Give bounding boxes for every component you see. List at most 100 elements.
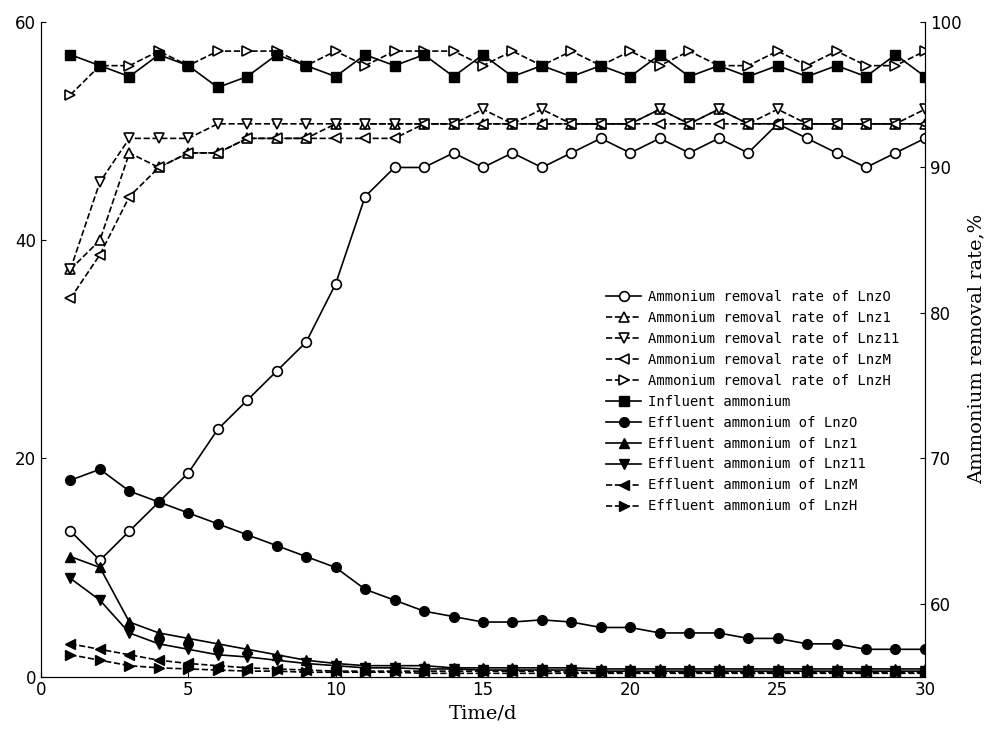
Effluent ammonium of Lnz1 [241,645,253,654]
Effluent ammonium of LnzO [713,629,725,638]
Ammonium removal rate of LnzH [477,61,489,70]
Line: Influent ammonium: Influent ammonium [66,50,930,92]
Ammonium removal rate of LnzM [801,120,813,128]
Ammonium removal rate of Lnz1 [123,148,135,157]
Effluent ammonium of LnzH [801,669,813,677]
Ammonium removal rate of Lnz11 [330,120,342,128]
Ammonium removal rate of Lnz1 [683,120,695,128]
Effluent ammonium of LnzH [683,669,695,677]
Ammonium removal rate of LnzH [919,46,931,55]
Effluent ammonium of Lnz1 [153,629,165,638]
Ammonium removal rate of Lnz11 [624,120,636,128]
Influent ammonium [683,72,695,81]
Effluent ammonium of Lnz11 [742,666,754,675]
Effluent ammonium of LnzO [742,634,754,643]
Effluent ammonium of LnzO [595,623,607,632]
Ammonium removal rate of Lnz1 [506,120,518,128]
Effluent ammonium of Lnz11 [654,666,666,675]
Effluent ammonium of Lnz1 [389,661,401,670]
Effluent ammonium of LnzO [153,497,165,506]
Effluent ammonium of Lnz1 [64,552,76,561]
Ammonium removal rate of LnzO [801,134,813,142]
Ammonium removal rate of Lnz11 [448,120,460,128]
Effluent ammonium of LnzO [448,612,460,621]
Effluent ammonium of LnzO [919,645,931,654]
Ammonium removal rate of LnzH [300,61,312,70]
Influent ammonium [624,72,636,81]
Effluent ammonium of LnzO [889,645,901,654]
Ammonium removal rate of Lnz1 [182,148,194,157]
Effluent ammonium of LnzM [565,668,577,677]
Effluent ammonium of Lnz1 [271,650,283,659]
Influent ammonium [123,72,135,81]
Ammonium removal rate of Lnz11 [654,105,666,114]
Ammonium removal rate of LnzM [683,120,695,128]
Effluent ammonium of LnzH [389,668,401,677]
Effluent ammonium of LnzH [448,669,460,677]
Influent ammonium [182,61,194,70]
Influent ammonium [889,50,901,59]
Line: Effluent ammonium of LnzO: Effluent ammonium of LnzO [66,464,930,654]
Effluent ammonium of Lnz11 [418,664,430,673]
Effluent ammonium of Lnz1 [448,663,460,672]
Effluent ammonium of LnzM [477,666,489,675]
Effluent ammonium of Lnz11 [123,629,135,638]
Effluent ammonium of Lnz1 [477,663,489,672]
Influent ammonium [742,72,754,81]
Ammonium removal rate of LnzH [359,61,371,70]
Effluent ammonium of Lnz1 [595,664,607,673]
Effluent ammonium of Lnz11 [536,666,548,675]
Ammonium removal rate of LnzH [801,61,813,70]
Ammonium removal rate of Lnz11 [182,134,194,142]
Effluent ammonium of LnzM [595,668,607,677]
Effluent ammonium of LnzO [300,552,312,561]
Effluent ammonium of LnzM [860,668,872,677]
Ammonium removal rate of LnzO [330,280,342,289]
Effluent ammonium of LnzH [418,669,430,677]
Effluent ammonium of Lnz11 [241,652,253,661]
Effluent ammonium of LnzM [212,661,224,670]
Effluent ammonium of Lnz1 [742,664,754,673]
Ammonium removal rate of LnzO [624,148,636,157]
Effluent ammonium of LnzO [624,623,636,632]
Effluent ammonium of Lnz11 [448,664,460,673]
Ammonium removal rate of LnzH [713,61,725,70]
Ammonium removal rate of LnzO [123,527,135,536]
Effluent ammonium of LnzO [182,508,194,517]
Effluent ammonium of Lnz11 [359,663,371,672]
Ammonium removal rate of LnzH [565,46,577,55]
Ammonium removal rate of LnzM [565,120,577,128]
Legend: Ammonium removal rate of LnzO, Ammonium removal rate of Lnz1, Ammonium removal r: Ammonium removal rate of LnzO, Ammonium … [601,284,905,519]
Effluent ammonium of Lnz1 [801,664,813,673]
Ammonium removal rate of Lnz1 [772,120,784,128]
Ammonium removal rate of LnzO [565,148,577,157]
Effluent ammonium of LnzM [448,666,460,675]
Effluent ammonium of Lnz11 [713,666,725,675]
Effluent ammonium of LnzH [241,666,253,675]
Effluent ammonium of Lnz1 [831,664,843,673]
Effluent ammonium of Lnz1 [123,618,135,627]
Ammonium removal rate of LnzH [389,46,401,55]
Ammonium removal rate of Lnz1 [64,265,76,274]
Ammonium removal rate of LnzH [123,61,135,70]
Effluent ammonium of Lnz1 [300,656,312,665]
Effluent ammonium of Lnz11 [565,666,577,675]
Ammonium removal rate of Lnz11 [565,120,577,128]
Ammonium removal rate of Lnz11 [153,134,165,142]
Effluent ammonium of LnzM [889,668,901,677]
Ammonium removal rate of LnzO [860,163,872,172]
Ammonium removal rate of Lnz11 [536,105,548,114]
Ammonium removal rate of LnzM [772,120,784,128]
Line: Ammonium removal rate of Lnz11: Ammonium removal rate of Lnz11 [66,104,930,274]
Ammonium removal rate of Lnz1 [536,120,548,128]
Ammonium removal rate of LnzM [300,134,312,142]
Effluent ammonium of Lnz1 [506,663,518,672]
Ammonium removal rate of Lnz1 [919,120,931,128]
Ammonium removal rate of LnzH [654,61,666,70]
Effluent ammonium of LnzM [713,668,725,677]
Ammonium removal rate of Lnz1 [241,134,253,142]
Ammonium removal rate of LnzO [300,337,312,346]
Effluent ammonium of LnzH [772,669,784,677]
Effluent ammonium of LnzM [64,639,76,648]
Effluent ammonium of LnzM [182,659,194,668]
